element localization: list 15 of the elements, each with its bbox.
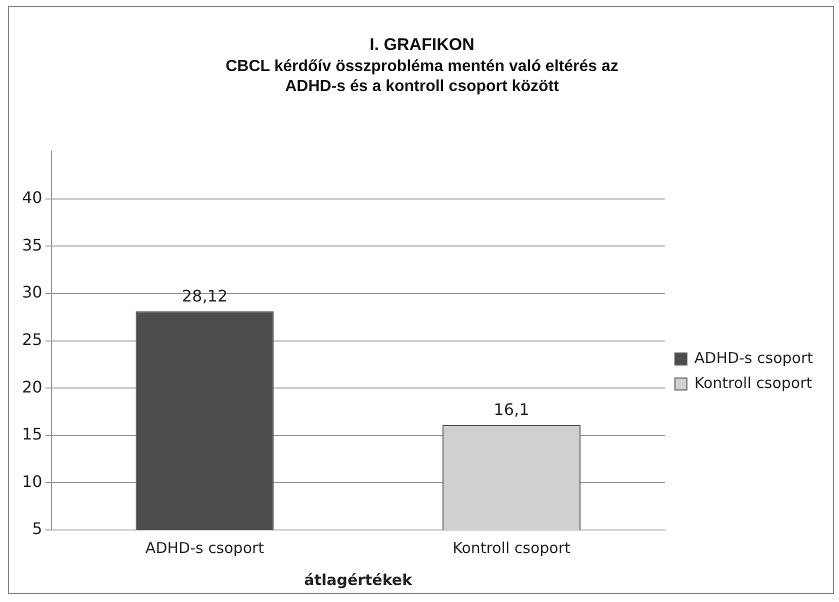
y-tick-label: 40	[22, 188, 42, 208]
data-label: 28,12	[182, 286, 228, 306]
legend-label: Kontroll csoport	[694, 374, 812, 392]
chart-title: I. GRAFIKON	[368, 35, 476, 55]
y-tick-label: 10	[22, 472, 42, 491]
legend-label: ADHD-s csoport	[694, 348, 814, 367]
x-axis-title: átlagértékek	[304, 570, 414, 589]
chart-subtitle: CBCL kérdőív összprobléma mentén való eltérés az ADHD-s és a kontroll csoport között	[224, 57, 620, 97]
y-tick-label: 15	[22, 424, 42, 444]
data-label: 16,1	[494, 400, 530, 420]
y-tick-label: 35	[22, 235, 42, 254]
y-tick-label: 20	[22, 377, 42, 396]
y-tick-label: 30	[22, 282, 42, 302]
y-tick-label: 25	[22, 330, 42, 349]
y-tick-label: 5	[32, 519, 42, 538]
